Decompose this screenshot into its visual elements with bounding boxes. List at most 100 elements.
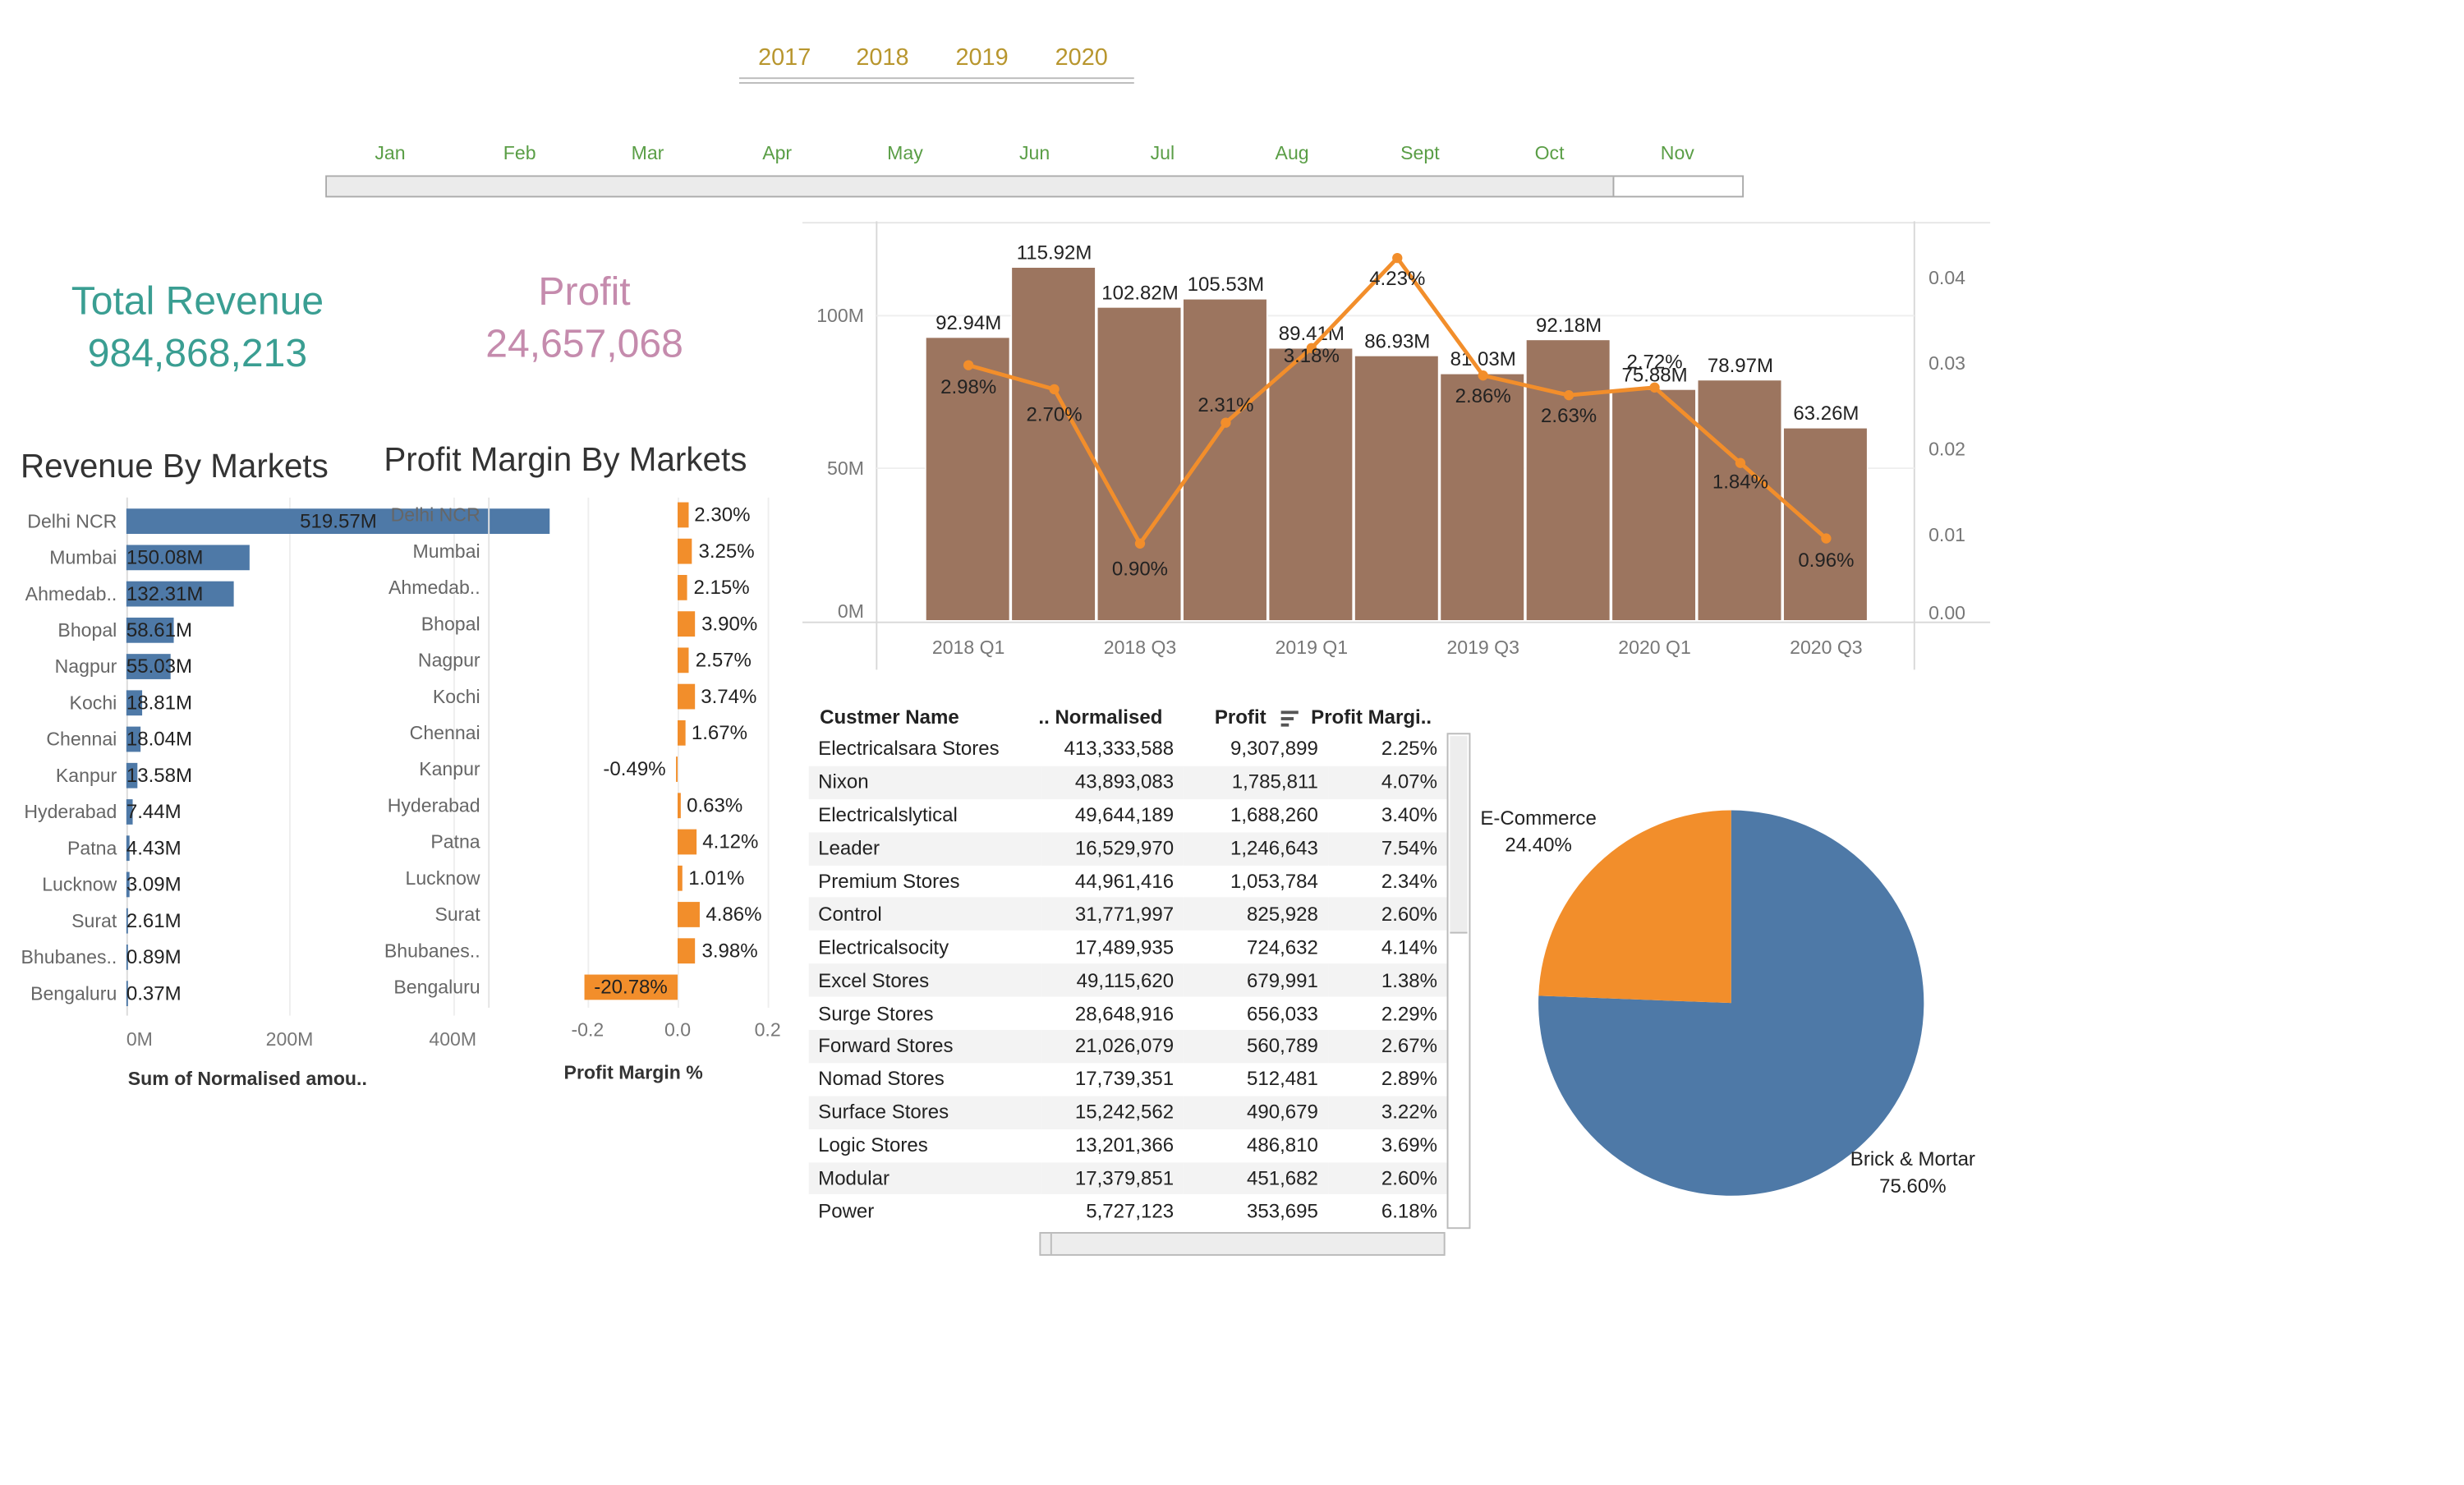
month-option-apr[interactable]: Apr xyxy=(762,142,793,165)
combo-revenue-bar[interactable] xyxy=(1096,306,1183,622)
month-option-jan[interactable]: Jan xyxy=(375,142,406,165)
combo-margin-point[interactable] xyxy=(1478,370,1488,381)
table-row[interactable]: Surge Stores 28,648,916 656,033 2.29% xyxy=(809,997,1447,1030)
combo-margin-point[interactable] xyxy=(1134,538,1146,549)
combo-margin-point[interactable] xyxy=(1735,457,1746,468)
combo-margin-point[interactable] xyxy=(963,360,974,370)
revenue-bar[interactable] xyxy=(126,981,128,1007)
table-horizontal-scroll-thumb-edge[interactable] xyxy=(1050,1233,1052,1254)
combo-bar-label: 115.92M xyxy=(1017,242,1092,264)
table-row[interactable]: Surface Stores 15,242,562 490,679 3.22% xyxy=(808,1096,1447,1129)
combo-margin-point[interactable] xyxy=(1221,417,1231,428)
profit-margin-bar[interactable] xyxy=(678,793,681,819)
revenue-bar[interactable] xyxy=(126,908,129,934)
revenue-bar[interactable] xyxy=(126,654,172,679)
combo-bar-label: 81.03M xyxy=(1450,348,1516,370)
year-option-2019[interactable]: 2019 xyxy=(955,44,1009,71)
combo-revenue-bar[interactable] xyxy=(1439,373,1525,622)
combo-x-tick: 2020 Q3 xyxy=(1790,637,1862,658)
combo-revenue-bar[interactable] xyxy=(1611,388,1697,622)
year-option-2018[interactable]: 2018 xyxy=(856,44,909,71)
table-vertical-scrollbar[interactable] xyxy=(1446,733,1471,1230)
revenue-bar[interactable] xyxy=(126,726,141,752)
table-row[interactable]: Control 31,771,997 825,928 2.60% xyxy=(808,898,1447,931)
combo-revenue-bar[interactable] xyxy=(1010,266,1096,622)
table-row[interactable]: Leader 16,529,970 1,246,643 7.54% xyxy=(808,831,1447,866)
table-row[interactable]: Electricalslytical 49,644,189 1,688,260 3.4… xyxy=(809,799,1447,832)
pie-slice-brick-mortar[interactable] xyxy=(1538,810,1924,1196)
month-option-oct[interactable]: Oct xyxy=(1534,142,1565,165)
table-row[interactable]: Premium Stores 44,961,416 1,053,784 2.34% xyxy=(809,865,1447,898)
profit-margin-bar[interactable] xyxy=(678,575,687,600)
revenue-bar[interactable] xyxy=(126,871,129,898)
year-option-2020[interactable]: 2020 xyxy=(1055,44,1108,71)
col-header-normalised[interactable]: Normalised .. xyxy=(1037,706,1162,729)
profit-margin-market-label: Lucknow xyxy=(405,867,480,890)
month-option-aug[interactable]: Aug xyxy=(1275,142,1309,165)
table-row[interactable]: Nomad Stores 17,739,351 512,481 2.89% xyxy=(809,1063,1447,1096)
revenue-bar[interactable] xyxy=(126,545,249,571)
revenue-bar[interactable] xyxy=(126,690,142,716)
combo-revenue-bar[interactable] xyxy=(1354,355,1440,622)
month-option-jul[interactable]: Jul xyxy=(1150,142,1175,165)
cell-profit-margin: 2.60% xyxy=(1327,1161,1447,1195)
col-header-profit-margin[interactable]: Profit Margi.. xyxy=(1311,706,1432,729)
month-option-mar[interactable]: Mar xyxy=(631,142,664,165)
table-row[interactable]: Electricalsara Stores 413,333,588 9,307,89… xyxy=(809,733,1447,765)
month-range-slider[interactable] xyxy=(325,175,1745,198)
table-row[interactable]: Electricalsocity 17,489,935 724,632 4.14% xyxy=(809,931,1447,963)
month-option-nov[interactable]: Nov xyxy=(1660,142,1694,165)
revenue-bar[interactable] xyxy=(126,799,133,825)
profit-margin-bar[interactable] xyxy=(678,720,686,746)
profit-margin-bar[interactable] xyxy=(678,611,696,637)
combo-margin-point[interactable] xyxy=(1392,252,1403,264)
table-row[interactable]: Modular 17,379,851 451,682 2.60% xyxy=(808,1161,1447,1195)
col-header-profit[interactable]: Profit xyxy=(1215,706,1299,729)
month-option-feb[interactable]: Feb xyxy=(503,142,536,165)
year-option-2017[interactable]: 2017 xyxy=(758,44,811,71)
table-vertical-scroll-thumb[interactable] xyxy=(1450,736,1468,934)
profit-margin-bar[interactable] xyxy=(678,538,692,564)
profit-margin-bar[interactable] xyxy=(678,938,696,964)
month-option-jun[interactable]: Jun xyxy=(1019,142,1050,165)
combo-margin-point[interactable] xyxy=(1049,384,1060,395)
table-row[interactable]: Nixon 43,893,083 1,785,811 4.07% xyxy=(808,765,1447,799)
profit-margin-bar[interactable] xyxy=(678,683,695,710)
combo-margin-point[interactable] xyxy=(1563,390,1574,401)
combo-margin-point[interactable] xyxy=(1821,533,1832,544)
month-option-sept[interactable]: Sept xyxy=(1400,142,1440,165)
revenue-bar[interactable] xyxy=(126,835,131,862)
profit-margin-bar[interactable] xyxy=(675,756,678,782)
table-horizontal-scrollbar[interactable] xyxy=(1039,1232,1446,1256)
revenue-bar[interactable] xyxy=(126,945,128,970)
revenue-bar[interactable] xyxy=(126,617,175,643)
profit-margin-bar[interactable] xyxy=(678,902,700,927)
combo-margin-point[interactable] xyxy=(1649,382,1660,393)
revenue-bar[interactable] xyxy=(126,762,138,788)
combo-revenue-bar[interactable] xyxy=(1696,379,1783,622)
table-row[interactable]: Excel Stores 49,115,620 679,991 1.38% xyxy=(808,963,1447,997)
combo-revenue-bar[interactable] xyxy=(1267,347,1354,622)
table-row[interactable]: Power 5,727,123 353,695 6.18% xyxy=(809,1195,1447,1228)
combo-revenue-bar[interactable] xyxy=(1525,338,1611,622)
profit-margin-bar[interactable] xyxy=(678,502,688,528)
revenue-bar[interactable] xyxy=(126,508,551,535)
month-range-fill[interactable] xyxy=(327,177,1616,196)
combo-revenue-bar[interactable] xyxy=(1182,298,1268,622)
profit-margin-bar[interactable] xyxy=(584,974,678,1000)
sort-icon[interactable] xyxy=(1280,710,1299,727)
profit-margin-bar[interactable] xyxy=(678,865,683,891)
profit-margin-bar[interactable] xyxy=(678,647,690,674)
profit-margin-bar[interactable] xyxy=(678,829,696,855)
revenue-bar[interactable] xyxy=(126,581,235,607)
combo-revenue-bar[interactable] xyxy=(925,336,1011,622)
revenue-x-tick: 400M xyxy=(429,1028,477,1051)
col-header-customer[interactable]: Custmer Name xyxy=(820,706,959,729)
combo-revenue-bar[interactable] xyxy=(1782,427,1869,622)
combo-margin-point[interactable] xyxy=(1306,343,1317,353)
month-option-may[interactable]: May xyxy=(887,142,923,165)
table-row[interactable]: Forward Stores 21,026,079 560,789 2.67% xyxy=(808,1029,1447,1064)
pie-slice-e-commerce[interactable] xyxy=(1538,810,1731,1004)
profit-margin-axis-line xyxy=(488,497,490,1008)
table-row[interactable]: Logic Stores 13,201,366 486,810 3.69% xyxy=(809,1129,1447,1161)
